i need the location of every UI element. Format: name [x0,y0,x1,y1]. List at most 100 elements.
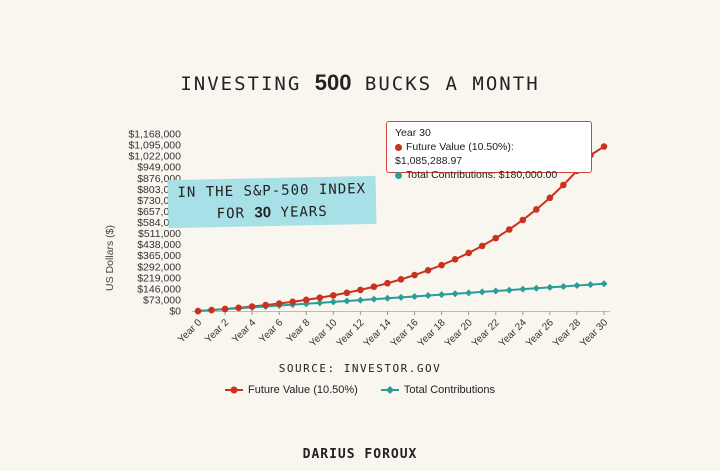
future-value-point [357,286,364,294]
future-value-point [289,298,297,306]
contribution-point [505,286,513,294]
author-signature: DARIUS FOROUX [302,447,418,462]
contribution-point [586,281,594,289]
future-value-point [208,306,215,314]
contribution-point [465,289,473,297]
callout-line2-num: 30 [254,204,272,222]
title-suffix: BUCKS A MONTH [364,73,540,95]
contribution-point [532,284,540,292]
line-marker-icon [380,386,399,394]
future-value-point [316,294,324,302]
future-value-point [560,181,567,189]
contribution-point [356,296,364,304]
tooltip-row2-text: Total Contributions: $180,000.00 [406,169,558,181]
y-tick-label: $1,095,000 [128,140,181,152]
contribution-point [438,291,446,299]
future-value-point [194,307,202,315]
x-tick-label: Year 18 [416,317,448,349]
x-tick-label: Year 28 [551,317,583,349]
x-tick-label: Year 20 [443,317,475,349]
y-tick-label: $0 [169,306,181,318]
chart-title: INVESTING 500 BUCKS A MONTH [0,70,720,96]
future-value-point [221,305,229,313]
legend-label-contrib: Total Contributions [403,384,496,396]
future-value-point [451,256,459,263]
title-prefix: INVESTING [180,73,302,95]
x-tick-label: Year 30 [578,317,610,349]
y-tick-label: $949,000 [137,162,181,174]
future-value-point [384,279,391,287]
y-tick-label: $438,000 [137,239,181,251]
chart-tooltip: Year 30 Future Value (10.50%): $1,085,28… [386,121,592,181]
future-value-point [275,300,283,307]
tooltip-row-future: Future Value (10.50%): $1,085,288.97 [395,140,583,168]
contrib-dot-icon [395,171,402,179]
future-value-point [600,143,608,150]
title-amount: 500 [314,70,352,95]
contribution-point [424,292,432,300]
future-value-point [438,261,445,269]
future-value-point [465,249,472,257]
x-tick-label: Year 12 [335,317,367,349]
contribution-point [411,292,419,300]
future-value-point [505,226,513,233]
line-marker-icon [224,386,243,394]
future-dot-icon [395,143,402,151]
x-tick-label: Year 0 [176,317,204,345]
y-tick-label: $146,000 [137,283,181,295]
contribution-point [316,299,324,307]
x-tick-label: Year 6 [257,317,285,345]
future-value-point [330,292,337,299]
contribution-point [600,280,608,288]
contribution-point [573,282,581,290]
future-value-point [424,267,432,274]
legend-item-future[interactable]: Future Value (10.50%) [224,384,358,396]
contribution-point [370,295,378,303]
x-tick-label: Year 26 [524,317,556,349]
contribution-point [383,294,391,302]
contribution-point [478,288,486,296]
contribution-point [519,285,527,293]
y-tick-label: $365,000 [137,250,181,262]
future-value-point [533,206,540,213]
x-tick-label: Year 22 [470,317,502,349]
future-value-point [248,303,256,310]
callout-line2: FOR 30 YEARS [168,200,376,226]
callout-line1: IN THE S&P-500 INDEX [177,181,367,201]
x-tick-label: Year 16 [389,317,421,349]
contribution-point [559,282,567,290]
contribution-point [451,290,459,298]
future-value-point [519,216,527,224]
y-tick-label: $73,000 [143,294,181,306]
contribution-point [492,287,500,295]
contribution-point [546,283,554,291]
source-note: SOURCE: INVESTOR.GOV [278,362,442,375]
future-value-point [343,289,351,297]
y-tick-label: $1,168,000 [128,129,181,141]
future-value-point [235,304,242,312]
highlight-callout: IN THE S&P-500 INDEX FOR 30 YEARS [167,175,377,229]
future-value-point [262,301,269,309]
future-value-point [411,271,418,279]
y-tick-label: $511,000 [138,228,181,240]
x-tick-label: Year 24 [497,317,529,349]
x-tick-label: Year 14 [362,317,394,349]
contribution-point [329,298,337,306]
future-value-point [492,234,500,242]
x-tick-label: Year 10 [308,317,340,349]
y-tick-label: $292,000 [137,261,181,273]
future-value-point [478,242,486,250]
tooltip-row-contrib: Total Contributions: $180,000.00 [395,168,583,182]
future-value-point [397,276,405,283]
y-tick-label: $1,022,000 [128,151,181,163]
x-tick-label: Year 4 [230,317,258,345]
legend-item-contrib[interactable]: Total Contributions [380,384,496,396]
tooltip-header: Year 30 [395,127,431,139]
future-value-point [546,194,554,202]
chart-legend: Future Value (10.50%) Total Contribution… [0,384,720,398]
future-value-point [370,283,378,291]
callout-line2-suffix: YEARS [280,203,328,221]
future-value-point [302,296,310,304]
y-tick-label: $219,000 [137,272,181,284]
